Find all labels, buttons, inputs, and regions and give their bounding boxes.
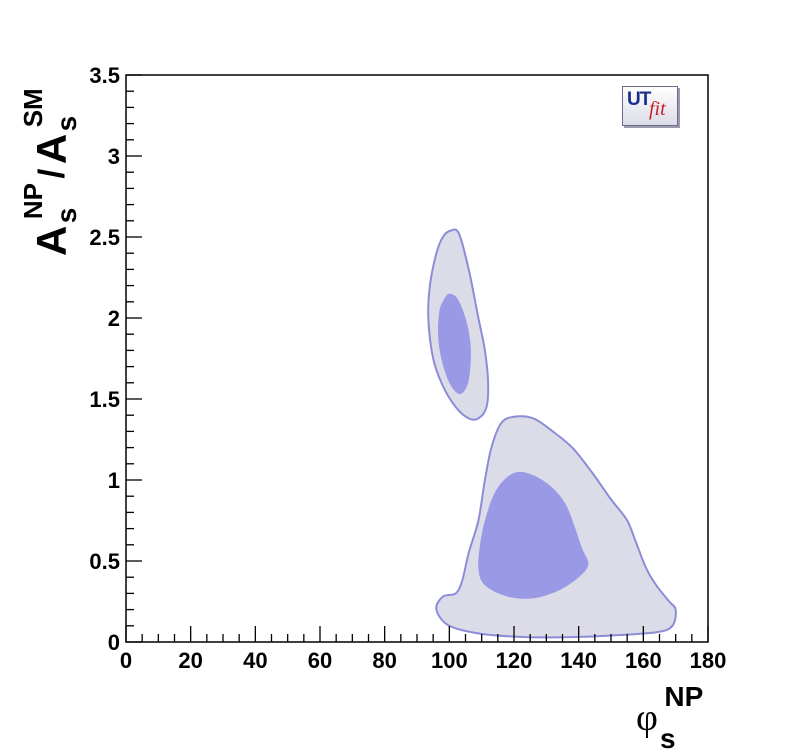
x-tick-label: 180	[690, 648, 727, 673]
x-tick-label: 20	[178, 648, 202, 673]
region-68-1	[437, 293, 471, 395]
x-axis-label: φ NP	[636, 681, 703, 739]
x-tick-label: 140	[560, 648, 597, 673]
x-tick-label: 120	[496, 648, 533, 673]
x-axis-label-sub: s	[660, 723, 676, 754]
y-tick-label: 0.5	[89, 549, 120, 574]
y-tick-label: 3.5	[89, 63, 120, 88]
y-axis-tick-labels: 0 0.5 1 1.5 2 2.5 3 3.5	[89, 63, 120, 655]
x-axis-label-sup: NP	[664, 681, 703, 712]
y-tick-label: 1	[108, 468, 120, 493]
y-axis-label-sep: /	[31, 169, 72, 179]
utfit-logo-ut: UT	[627, 89, 651, 110]
x-tick-label: 60	[308, 648, 332, 673]
utfit-logo-fit: fit	[649, 98, 666, 120]
y-tick-label: 1.5	[89, 387, 120, 412]
y-axis-label-den-sub: s	[51, 116, 82, 132]
y-axis-label-num-base: A	[28, 226, 75, 256]
x-axis-label-base: φ	[636, 697, 658, 739]
y-axis-label-num-sup: NP	[18, 183, 48, 219]
utfit-logo: UT fit	[622, 86, 678, 126]
confidence-regions	[427, 228, 677, 639]
x-tick-label: 160	[625, 648, 662, 673]
y-axis-ticks	[126, 74, 142, 643]
y-axis-label-den-base: A	[28, 134, 75, 164]
x-axis-tick-labels: 0 20 40 60 80 100 120 140 160 180	[120, 648, 726, 673]
y-axis-label-den-sup: SM	[18, 88, 48, 127]
x-axis-ticks	[125, 626, 709, 642]
y-tick-label: 2	[108, 306, 120, 331]
y-tick-label: 0	[108, 630, 120, 655]
x-tick-label: 0	[120, 648, 132, 673]
x-tick-label: 40	[243, 648, 267, 673]
y-axis-label: A s NP / A s SM	[18, 88, 82, 256]
y-tick-label: 3	[108, 144, 120, 169]
x-tick-label: 80	[372, 648, 396, 673]
y-tick-label: 2.5	[89, 225, 120, 250]
x-tick-label: 100	[431, 648, 468, 673]
region-68-3	[478, 471, 589, 599]
svg-text:A s NP /: A s NP / A s SM	[18, 88, 82, 256]
y-axis-label-num-sub: s	[51, 208, 82, 224]
